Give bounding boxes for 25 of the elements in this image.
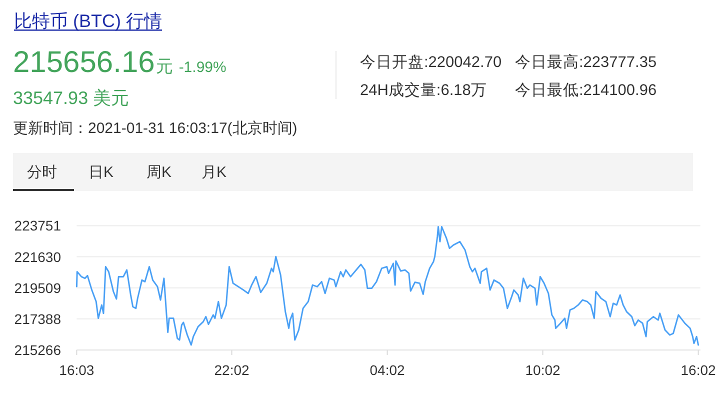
y-tick-label: 221630 xyxy=(14,248,62,265)
line-series xyxy=(76,226,700,346)
text: 更新时间：2021-01-31 16:03:17(北京时间) xyxy=(13,120,298,137)
text: 33547.93 美元 xyxy=(13,88,130,108)
text: 今日最高:223777.35 xyxy=(515,53,657,71)
x-tick-label: 04:02 xyxy=(370,362,406,378)
text: 元 xyxy=(156,57,173,76)
x-tick-label: 10:02 xyxy=(525,362,561,378)
text: 215656.16 xyxy=(13,46,155,79)
text: -1.99% xyxy=(178,59,226,76)
text: 今日最低:214100.96 xyxy=(515,82,657,99)
text: 月K xyxy=(201,164,227,181)
y-tick-label: 223751 xyxy=(14,218,62,234)
x-tick-label: 16:02 xyxy=(680,362,716,378)
x-tick-label: 22:02 xyxy=(214,362,250,378)
text: 周K xyxy=(146,164,172,181)
text: 分时 xyxy=(27,164,57,181)
text: 24H成交量:6.18万 xyxy=(360,81,487,99)
x-tick-label: 16:03 xyxy=(59,362,94,378)
y-tick-label: 219509 xyxy=(14,280,62,296)
y-tick-label: 215266 xyxy=(14,342,62,358)
text: 日K xyxy=(88,164,114,181)
y-tick-label: 217388 xyxy=(14,310,62,327)
text: 今日开盘:220042.70 xyxy=(360,54,502,71)
chart-title: 比特币 (BTC) 行情 xyxy=(14,11,162,31)
